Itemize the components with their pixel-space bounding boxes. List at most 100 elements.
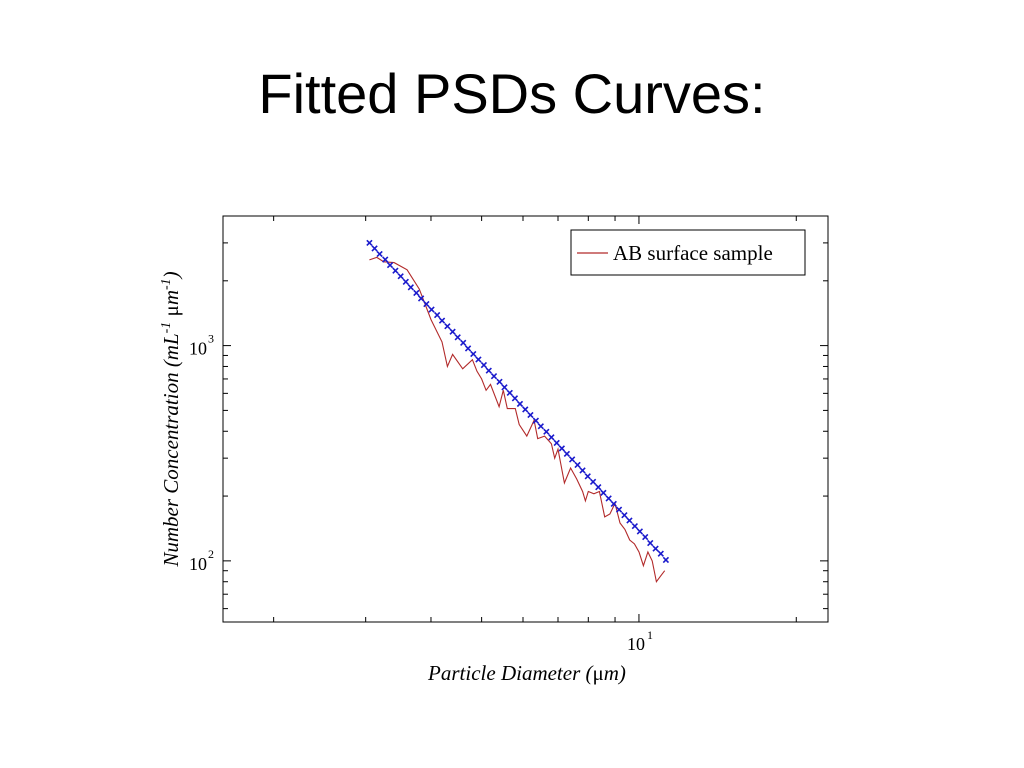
fit-point	[662, 556, 670, 564]
fit-marker-stroke	[475, 356, 482, 363]
fit-point	[438, 317, 446, 324]
fit-marker-stroke	[621, 512, 628, 519]
fit-marker-stroke	[454, 334, 461, 341]
fit-marker-stroke	[532, 417, 540, 424]
fit-point	[621, 512, 628, 519]
y-tick-label: 10	[189, 554, 207, 574]
y-tick-label: 10	[189, 339, 207, 359]
fit-point	[382, 256, 389, 263]
fit-marker-stroke	[652, 545, 659, 552]
fit-point	[605, 495, 612, 502]
fit-marker-stroke	[460, 339, 467, 347]
fit-point	[496, 378, 503, 385]
fit-marker-stroke	[553, 439, 560, 447]
fit-marker-stroke	[610, 500, 617, 508]
fit-marker-stroke	[449, 328, 456, 335]
fit-marker-stroke	[527, 411, 534, 419]
plot-frame	[222, 215, 829, 623]
fit-point	[532, 417, 540, 424]
fit-point	[568, 456, 576, 463]
fit-marker-stroke	[543, 428, 550, 435]
slide-title: Fitted PSDs Curves:	[258, 62, 766, 125]
fit-marker-stroke	[574, 461, 581, 469]
fit-marker-stroke	[397, 273, 404, 280]
fit-marker-stroke	[376, 250, 383, 258]
y-tick-label-exponent: 2	[208, 547, 214, 561]
fit-point	[657, 550, 664, 557]
fit-point	[460, 339, 467, 347]
fit-point	[558, 445, 566, 452]
fit-marker-stroke	[647, 539, 654, 547]
fit-point	[537, 423, 544, 430]
legend: AB surface sample	[570, 229, 806, 276]
fit-marker-stroke	[366, 239, 373, 247]
fit-marker-stroke	[595, 483, 602, 491]
fit-point	[527, 411, 534, 419]
fit-point	[600, 489, 607, 497]
fit-point	[433, 311, 441, 319]
fit-marker-stroke	[506, 389, 513, 397]
fit-point	[417, 295, 425, 302]
series-layer	[366, 239, 670, 584]
fit-marker-stroke	[584, 473, 591, 480]
fit-point	[423, 300, 430, 308]
fit-point	[548, 434, 555, 441]
fit-point	[454, 334, 461, 341]
fit-marker-stroke	[511, 395, 519, 402]
x-tick-label: 10	[627, 634, 645, 654]
fit-point	[376, 250, 383, 258]
fit-point	[371, 245, 378, 252]
fit-point	[553, 439, 560, 447]
fit-marker-stroke	[657, 550, 664, 557]
fit-marker-stroke	[485, 367, 492, 374]
fit-point	[402, 278, 409, 285]
fit-point	[475, 356, 482, 363]
fit-marker-stroke	[382, 256, 389, 263]
fit-marker-stroke	[433, 311, 441, 319]
y-axis-title: Number Concentration (mL-1 μm-1)	[159, 271, 183, 567]
fit-point	[506, 389, 513, 397]
fit-point	[397, 273, 404, 280]
fit-point	[386, 261, 394, 269]
fit-point	[642, 533, 649, 541]
fit-point	[579, 467, 586, 474]
fit-point	[595, 483, 602, 491]
fit-point	[615, 506, 623, 513]
fit-point	[449, 328, 456, 335]
fit-marker-stroke	[522, 406, 529, 413]
fit-marker-stroke	[558, 445, 566, 452]
fit-marker-stroke	[662, 556, 670, 564]
fit-marker-stroke	[516, 400, 524, 408]
fit-marker-stroke	[642, 533, 649, 541]
fit-marker-stroke	[480, 361, 488, 369]
fit-point	[428, 306, 435, 313]
fit-marker-stroke	[423, 300, 430, 308]
fit-point	[543, 428, 550, 435]
fit-marker-stroke	[600, 489, 607, 497]
fit-point	[584, 473, 591, 480]
fit-point	[413, 289, 420, 297]
fit-marker-stroke	[438, 317, 446, 324]
fit-point	[464, 345, 472, 352]
fit-marker-stroke	[568, 456, 576, 463]
fit-point	[563, 450, 571, 458]
fit-point	[589, 478, 597, 485]
fit-point	[626, 517, 633, 524]
fit-marker-stroke	[371, 245, 378, 252]
fit-marker-stroke	[589, 478, 597, 485]
fit-point	[631, 522, 638, 530]
fit-point	[647, 539, 654, 547]
fit-point	[366, 239, 373, 247]
fit-marker-stroke	[537, 423, 544, 430]
fit-point	[470, 350, 477, 358]
y-tick-label-exponent: 3	[208, 332, 214, 346]
fit-marker-stroke	[464, 345, 472, 352]
fit-point	[485, 367, 492, 374]
fit-marker-stroke	[417, 295, 425, 302]
legend-box	[570, 229, 806, 276]
fit-point	[392, 267, 399, 274]
fit-marker-stroke	[626, 517, 633, 524]
fit-point	[407, 284, 414, 291]
fit-marker-stroke	[386, 261, 394, 269]
